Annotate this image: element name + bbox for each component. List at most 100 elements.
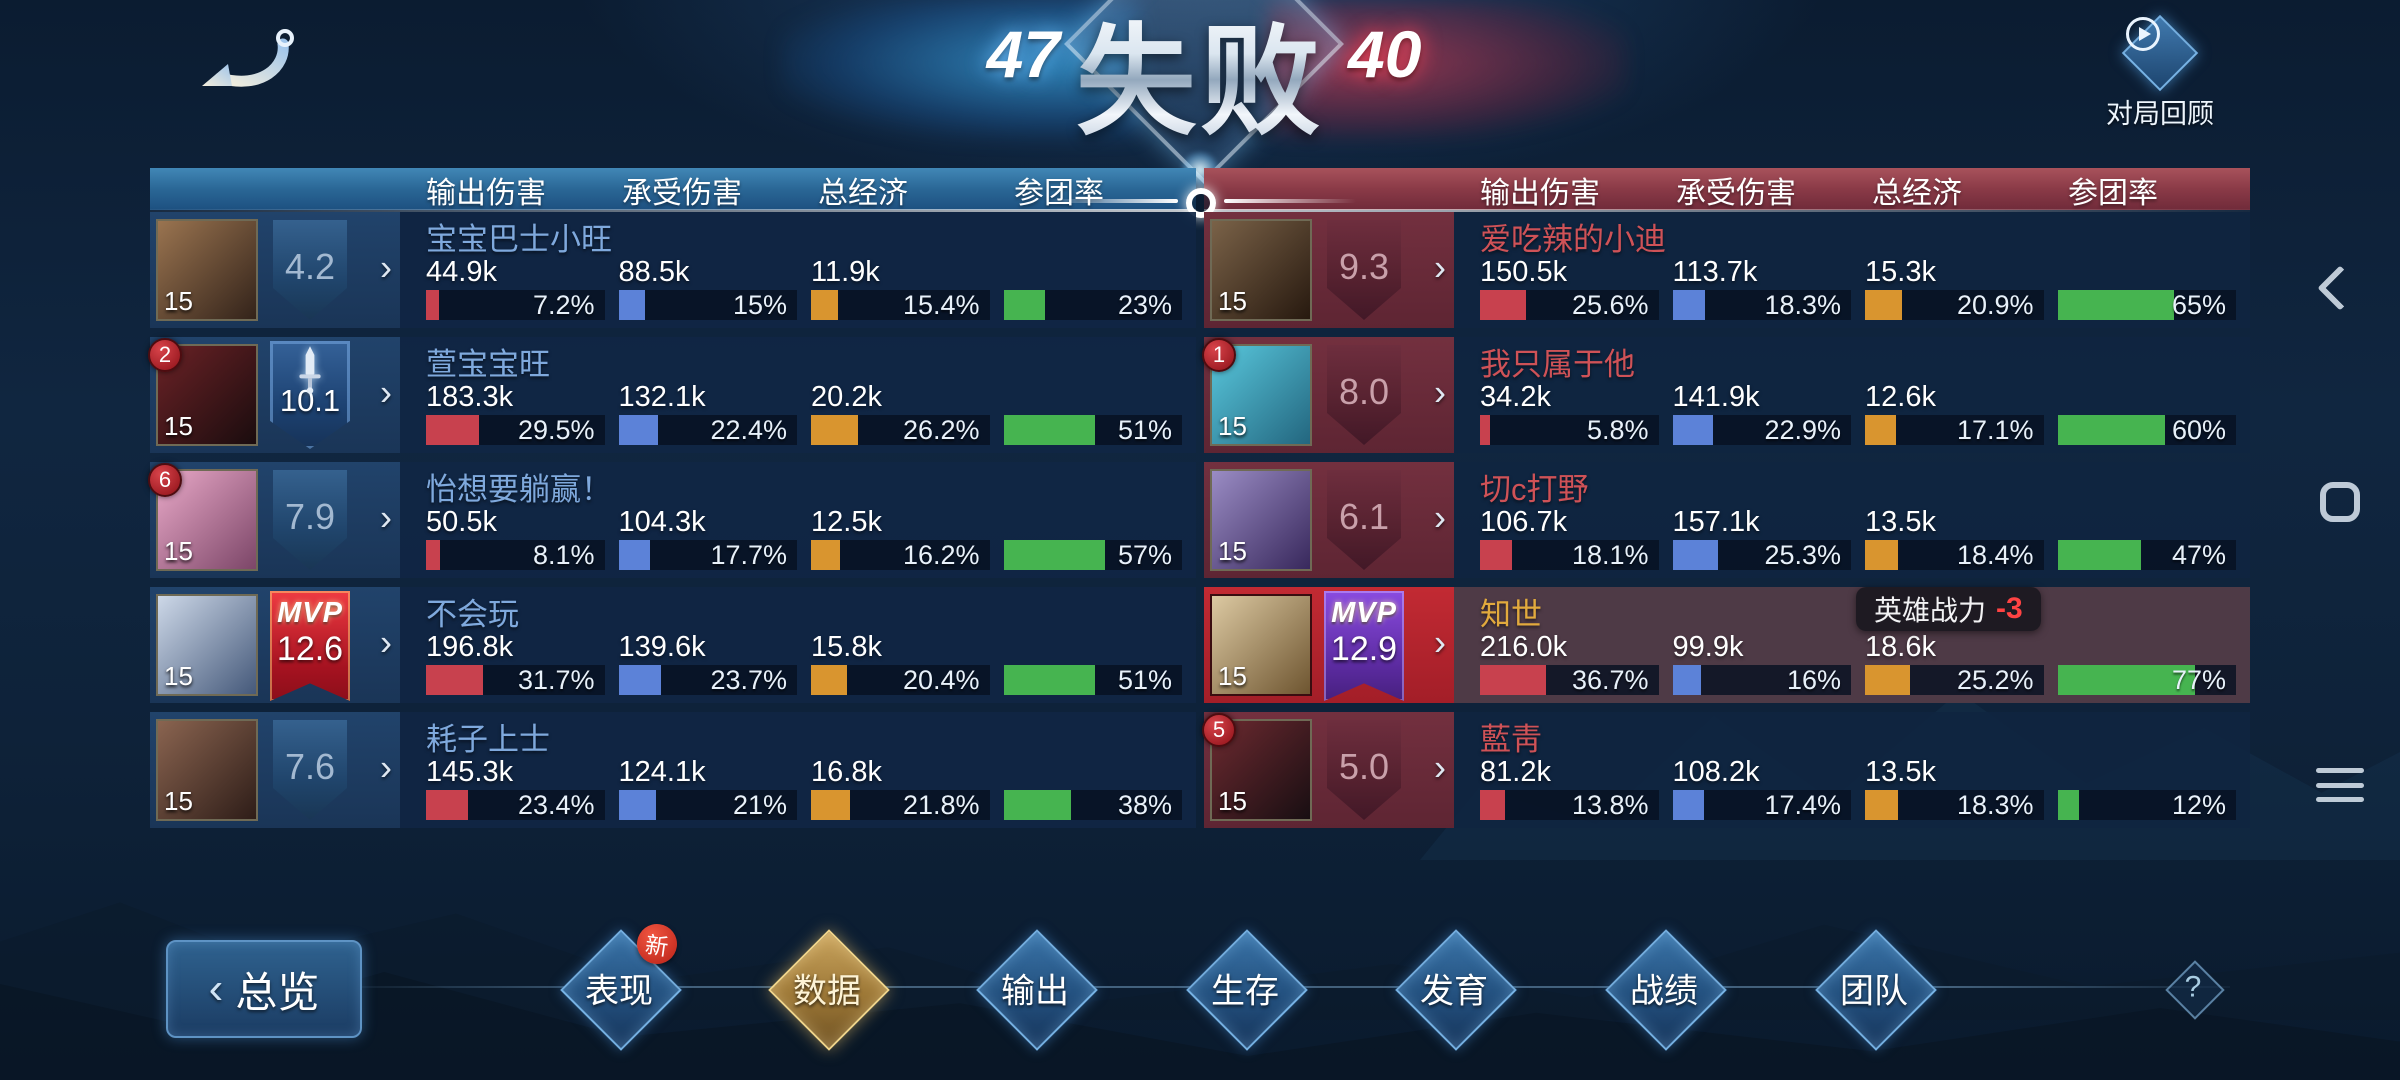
expand-chevron-icon[interactable]: › <box>1434 371 1446 413</box>
stat-damage: 34.2k 5.8% <box>1480 381 1659 445</box>
stat-bar-fill <box>618 790 656 820</box>
expand-chevron-icon[interactable]: › <box>1434 246 1446 288</box>
stat-bar: 18.3% <box>1672 290 1851 320</box>
player-name: 怡想要躺赢！ <box>426 472 612 507</box>
player-row[interactable]: 2 15 10.1 › 萱宝宝旺 <box>148 337 1196 453</box>
hero-avatar[interactable]: 15 <box>156 219 258 321</box>
player-avatar-cell[interactable]: 2 15 10.1 › <box>148 337 400 453</box>
hero-avatar[interactable]: 15 <box>156 594 258 696</box>
expand-chevron-icon[interactable]: › <box>380 246 392 288</box>
player-avatar-cell[interactable]: 5 15 5.0 › <box>1202 712 1454 828</box>
stat-economy: 18.6k 25.2% <box>1865 631 2044 695</box>
player-row[interactable]: 15 9.3 › 爱吃辣的小迪 150.5k 25.6% 113.7k 18.3… <box>1204 212 2250 328</box>
hero-avatar[interactable]: 2 15 <box>148 338 258 446</box>
stat-value: 15.8k <box>811 631 882 663</box>
player-name: 我只属于他 <box>1480 347 1635 382</box>
hero-level: 15 <box>164 286 193 316</box>
stat-bar-fill <box>1672 415 1714 445</box>
expand-chevron-icon[interactable]: › <box>1434 621 1446 663</box>
stat-percent: 21% <box>732 790 787 820</box>
nav-tab-6[interactable]: 战绩 <box>1604 928 1724 1048</box>
stat-bar-fill <box>811 790 850 820</box>
player-row[interactable]: 15 MVP 12.9 › 知世 216.0k 36.7% 99.9k <box>1204 587 2250 703</box>
hero-avatar[interactable]: 6 15 <box>148 463 258 571</box>
stat-percent: 8.1% <box>532 540 595 570</box>
stat-value: 183.3k <box>426 381 514 413</box>
expand-chevron-icon[interactable]: › <box>380 621 392 663</box>
stat-bar: 51% <box>1003 665 1182 695</box>
hero-level: 15 <box>1218 661 1247 691</box>
stat-bar: 57% <box>1003 540 1182 570</box>
stat-bar: 25.2% <box>1865 665 2044 695</box>
hero-avatar[interactable]: 5 15 <box>1202 713 1312 821</box>
expand-chevron-icon[interactable]: › <box>380 746 392 788</box>
player-stats: 爱吃辣的小迪 150.5k 25.6% 113.7k 18.3% 15.3k 2… <box>1454 212 2250 328</box>
stat-economy: 15.8k 20.4% <box>811 631 990 695</box>
player-avatar-cell[interactable]: 15 4.2 › <box>150 212 400 328</box>
player-row[interactable]: 1 15 8.0 › 我只属于他 34.2k 5.8% 141.9k 22.9% <box>1202 337 2250 453</box>
rating-pennant: 7.9 <box>273 470 347 570</box>
stat-percent: 65% <box>2171 290 2226 320</box>
hero-avatar[interactable]: 15 <box>1210 219 1312 321</box>
player-avatar-cell[interactable]: 15 6.1 › <box>1204 462 1454 578</box>
expand-chevron-icon[interactable]: › <box>1434 496 1446 538</box>
nav-tab-5[interactable]: 发育 <box>1394 928 1514 1048</box>
stat-bar-fill <box>2057 790 2079 820</box>
rating-badge-slot: 7.6 <box>268 716 352 824</box>
expand-chevron-icon[interactable]: › <box>380 496 392 538</box>
stat-bar: 26.2% <box>811 415 990 445</box>
stat-damage: 81.2k 13.8% <box>1480 756 1659 820</box>
stat-bar-fill <box>2057 540 2142 570</box>
stat-bar-fill <box>1003 790 1072 820</box>
player-row[interactable]: 15 4.2 › 宝宝巴士小旺 44.9k 7.2% 88.5k 15% <box>150 212 1196 328</box>
hero-avatar[interactable]: 15 <box>1210 594 1312 696</box>
nav-tab-label: 战绩 <box>1630 972 1698 1011</box>
stat-bar: 23% <box>1003 290 1182 320</box>
overview-back-button[interactable]: ‹ 总览 <box>166 940 362 1038</box>
player-avatar-cell[interactable]: 15 7.6 › <box>150 712 400 828</box>
expand-chevron-icon[interactable]: › <box>380 371 392 413</box>
player-row[interactable]: 5 15 5.0 › 藍靑 81.2k 13.8% 108.2k 17.4% <box>1202 712 2250 828</box>
nav-tab-1[interactable]: 表现 新 <box>559 921 680 1048</box>
player-row[interactable]: 15 7.6 › 耗子上士 145.3k 23.4% 124.1k 21% <box>150 712 1196 828</box>
player-name: 宝宝巴士小旺 <box>426 222 612 257</box>
rating-badge-slot: 7.9 <box>268 466 352 574</box>
player-avatar-cell[interactable]: 6 15 7.9 › <box>148 462 400 578</box>
system-recents-icon[interactable] <box>2316 768 2364 802</box>
match-replay-button[interactable]: 对局回顾 <box>2085 14 2235 131</box>
stat-taken: 104.3k 17.7% <box>618 506 797 570</box>
system-home-icon[interactable] <box>2320 482 2360 522</box>
player-row[interactable]: 15 6.1 › 切c打野 106.7k 18.1% 157.1k 25.3% <box>1204 462 2250 578</box>
player-avatar-cell[interactable]: 15 9.3 › <box>1204 212 1454 328</box>
stat-bar: 23.7% <box>618 665 797 695</box>
stat-value: 216.0k <box>1480 631 1568 663</box>
player-avatar-cell[interactable]: 1 15 8.0 › <box>1202 337 1454 453</box>
nav-tab-3[interactable]: 输出 <box>975 928 1095 1048</box>
hero-avatar[interactable]: 15 <box>156 719 258 821</box>
return-swoosh-icon[interactable] <box>190 24 302 94</box>
hero-avatar[interactable]: 15 <box>1210 469 1312 571</box>
sword-icon <box>299 346 321 394</box>
player-name: 耗子上士 <box>426 722 550 757</box>
nav-tab-2[interactable]: 数据 <box>767 928 887 1048</box>
stat-bar-fill <box>1672 665 1702 695</box>
system-back-icon[interactable] <box>2317 265 2363 311</box>
nav-tab-label: 数据 <box>793 972 861 1011</box>
player-row[interactable]: 15 MVP 12.6 › 不会玩 196.8k 31.7% 139.6k <box>150 587 1196 703</box>
nav-tab-7[interactable]: 团队 <box>1814 928 1934 1048</box>
stat-percent: 13.8% <box>1571 790 1649 820</box>
nav-tab-4[interactable]: 生存 <box>1185 928 1305 1048</box>
hero-avatar[interactable]: 1 15 <box>1202 338 1312 446</box>
player-row[interactable]: 6 15 7.9 › 怡想要躺赢！ 50.5k 8.1% 104.3k 17.7… <box>148 462 1196 578</box>
column-label: 总经济 <box>1872 177 1962 210</box>
player-avatar-cell[interactable]: 15 MVP 12.6 › <box>150 587 400 703</box>
nav-tab-label: 输出 <box>1001 972 1069 1011</box>
player-avatar-cell[interactable]: 15 MVP 12.9 › <box>1204 587 1454 703</box>
rating-badge-slot: 4.2 <box>268 216 352 324</box>
stat-taken: 157.1k 25.3% <box>1672 506 1851 570</box>
stat-bar: 15.4% <box>811 290 990 320</box>
help-button[interactable]: ? <box>2165 960 2221 1016</box>
stat-percent: 25.3% <box>1764 540 1841 570</box>
blue-smoke-effect <box>780 0 1140 140</box>
expand-chevron-icon[interactable]: › <box>1434 746 1446 788</box>
